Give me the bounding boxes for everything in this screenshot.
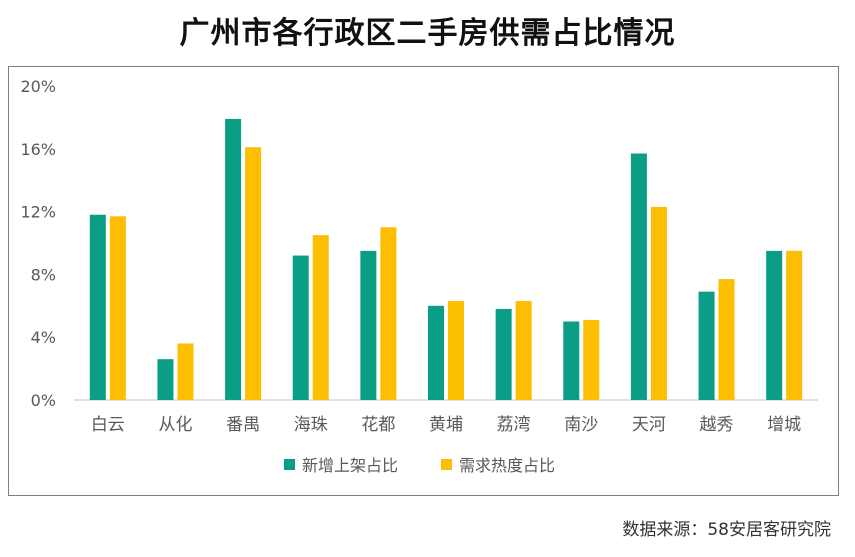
- legend-label: 需求热度占比: [459, 456, 555, 475]
- y-tick-label: 16%: [20, 140, 56, 159]
- y-tick-label: 8%: [31, 265, 56, 284]
- y-tick-label: 12%: [20, 203, 56, 222]
- bar-supply: [292, 255, 309, 400]
- bar-demand: [650, 206, 667, 400]
- x-axis-labels: 白云 从化 番禺 海珠 花都 黄埔 荔湾 南沙 天河 越秀 增城: [91, 415, 801, 435]
- legend-label: 新增上架占比: [302, 456, 398, 475]
- bar-demand: [583, 319, 600, 400]
- y-tick-label: 4%: [31, 328, 56, 347]
- legend-swatch: [284, 459, 295, 470]
- bar-demand: [245, 147, 262, 400]
- x-tick-label: 增城: [767, 415, 801, 435]
- x-tick-label: 荔湾: [497, 415, 531, 435]
- bar-supply: [766, 250, 783, 400]
- bar-supply: [360, 250, 377, 400]
- x-tick-label: 花都: [361, 415, 395, 435]
- y-tick-label: 0%: [31, 391, 56, 410]
- bars: [89, 118, 803, 400]
- x-tick-label: 天河: [632, 415, 666, 435]
- bar-supply: [225, 118, 242, 400]
- bar-supply: [698, 291, 715, 400]
- bar-supply: [157, 359, 174, 400]
- y-axis-ticks: 0% 4% 8% 12% 16% 20%: [20, 77, 56, 410]
- bar-demand: [109, 216, 126, 400]
- bar-supply: [563, 321, 580, 400]
- data-source-note: 数据来源：58安居客研究院: [622, 520, 831, 540]
- x-tick-label: 黄埔: [429, 415, 463, 435]
- bar-demand: [177, 343, 194, 400]
- x-tick-label: 白云: [91, 415, 125, 435]
- x-tick-label: 番禺: [226, 415, 260, 435]
- chart-title: 广州市各行政区二手房供需占比情况: [179, 16, 676, 51]
- chart-frame: [8, 66, 839, 496]
- bar-demand: [786, 250, 803, 400]
- bar-supply: [89, 214, 106, 400]
- bar-supply: [428, 305, 444, 400]
- bar-demand: [515, 301, 532, 400]
- y-tick-label: 20%: [20, 77, 56, 96]
- x-tick-label: 南沙: [564, 415, 598, 435]
- bar-supply: [495, 308, 512, 400]
- bar-demand: [380, 227, 397, 400]
- legend: 新增上架占比 需求热度占比: [284, 456, 555, 475]
- x-tick-label: 海珠: [294, 415, 328, 435]
- bar-supply: [630, 153, 647, 400]
- legend-swatch: [441, 459, 452, 470]
- x-tick-label: 越秀: [700, 415, 734, 435]
- bar-demand: [312, 235, 329, 400]
- bar-demand: [448, 301, 464, 400]
- bar-demand: [718, 279, 735, 400]
- x-tick-label: 从化: [158, 415, 192, 435]
